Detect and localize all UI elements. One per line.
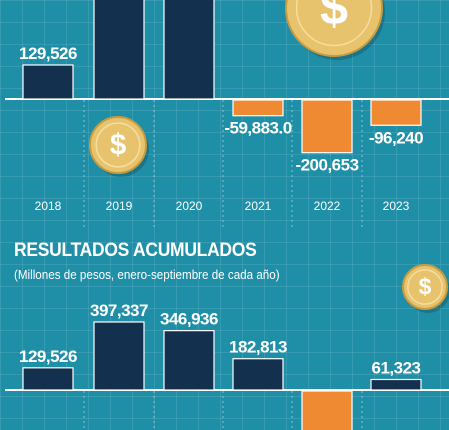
svg-text:$: $ <box>419 273 432 299</box>
bar-2022 <box>301 390 353 430</box>
value-label-2018: 129,526 <box>19 44 77 63</box>
bar-2020 <box>163 0 215 100</box>
bar-2020 <box>163 330 215 391</box>
bar-2018 <box>22 64 74 100</box>
bar-2021 <box>232 358 284 391</box>
bar-2019 <box>93 321 145 391</box>
tick-label-2022: 2022 <box>314 199 341 213</box>
value-label-2022: -200,653 <box>295 156 358 175</box>
dollar-coin-icon: $ <box>89 116 149 177</box>
tick-label-2023: 2023 <box>383 199 410 213</box>
bar-2023 <box>370 378 422 391</box>
tick-label-2021: 2021 <box>245 199 272 213</box>
tick-label-2018: 2018 <box>35 199 62 213</box>
value-label-2023: -96,240 <box>369 128 423 147</box>
chart-subtitle: (Millones de pesos, enero-septiembre de … <box>14 268 280 282</box>
svg-text:$: $ <box>320 0 348 35</box>
value-label-2020: 346,936 <box>160 310 218 329</box>
chart-title: RESULTADOS ACUMULADOS <box>14 240 257 261</box>
bar-2018 <box>22 367 74 391</box>
svg-text:$: $ <box>110 129 126 162</box>
value-label-2023: 61,323 <box>372 359 421 378</box>
value-label-2021: 182,813 <box>229 338 287 357</box>
bar-2023 <box>370 99 422 126</box>
dollar-coin-icon: $ <box>402 264 449 313</box>
tick-label-2019: 2019 <box>106 199 133 213</box>
value-label-2021: -59,883.0 <box>224 119 291 138</box>
bar-2021 <box>232 99 284 117</box>
tick-label-2020: 2020 <box>176 199 203 213</box>
value-label-2019: 397,337 <box>90 301 148 320</box>
value-label-2018: 129,526 <box>19 347 77 366</box>
dollar-coin-icon: $ <box>285 0 385 60</box>
bar-2019 <box>93 0 145 100</box>
bar-2022 <box>301 99 353 154</box>
